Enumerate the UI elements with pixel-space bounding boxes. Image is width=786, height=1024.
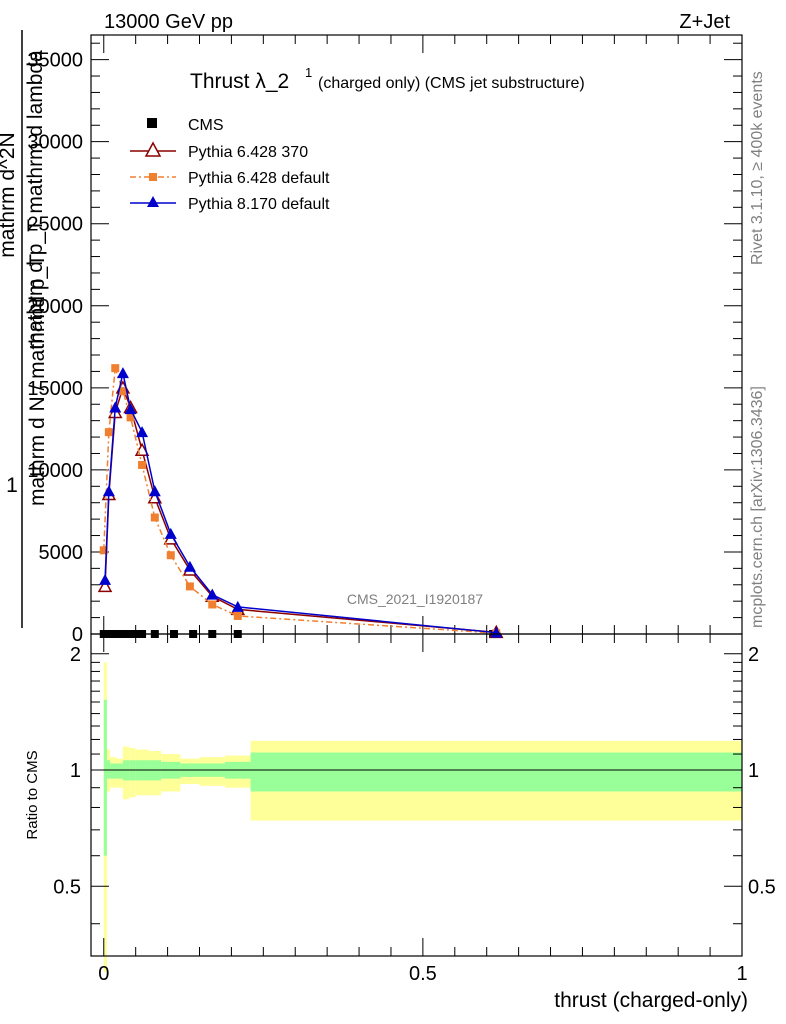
point-py8-default-4: [124, 403, 137, 415]
legend-marker-cms: [147, 118, 157, 128]
main-ytick-label-4: 20000: [27, 296, 83, 318]
point-py8-default-1: [102, 485, 115, 497]
ylabel-denominator: mathrm d N / mathrmd p_T: [26, 254, 49, 506]
point-py6-370-0: [97, 578, 113, 593]
header-right: Z+Jet: [679, 11, 730, 33]
legend-label-py6-default: Pythia 6.428 default: [188, 170, 330, 187]
x-axis-label: thrust (charged-only): [554, 989, 748, 1012]
plot-title-main: Thrust λ_2: [190, 70, 289, 93]
rivet-label: Rivet 3.1.10, ≥ 400k events: [749, 71, 766, 265]
point-py6-default-9: [208, 600, 217, 609]
legend-marker-py8-default: [147, 196, 159, 207]
main-ytick-label-5: 25000: [27, 214, 83, 236]
point-py8-default-7: [164, 527, 177, 539]
point-py8-default-6: [148, 485, 161, 497]
ratio-band-green-3: [116, 763, 123, 779]
series-line-py6-default: [103, 367, 497, 634]
point-py6-default-0: [99, 546, 108, 555]
main-ytick-label-3: 15000: [27, 378, 83, 400]
main-ytick-label-2: 10000: [27, 460, 83, 482]
ratio-xtick-label-1: 0.5: [409, 963, 437, 985]
legend-label-py8-default: Pythia 8.170 default: [188, 196, 330, 213]
y-axis-label: 1 mathrm d N / mathrmd p_T mathrm d^2N m…: [0, 30, 49, 628]
point-py8-default-9: [206, 588, 219, 600]
point-py6-default-7: [166, 551, 175, 560]
legend: CMS Pythia 6.428 370 Pythia 6.428 defaul…: [130, 117, 330, 213]
ratio-xtick-label-0: 0: [98, 963, 109, 985]
legend-marker-py6-370: [144, 141, 162, 157]
watermark: CMS_2021_I1920187: [347, 591, 483, 607]
point-py6-default-3: [118, 387, 127, 396]
ratio-ytick-label-right-0: 0.5: [748, 876, 776, 898]
ratio-ytick-label-left-0: 0.5: [53, 876, 81, 898]
point-py8-default-10: [231, 600, 244, 612]
legend-label-py6-370: Pythia 6.428 370: [188, 144, 308, 161]
ratio-band-green-1: [106, 760, 111, 779]
mcplots-label: mcplots.cern.ch [arXiv:1306.3436]: [749, 386, 766, 628]
ratio-ytick-label-left-2: 2: [70, 644, 81, 666]
point-py6-default-10: [233, 611, 242, 620]
point-py8-default-11: [490, 626, 503, 638]
plot-title-sub: (charged only) (CMS jet substructure): [318, 75, 585, 92]
point-py6-default-8: [185, 582, 194, 591]
point-py8-default-2: [109, 401, 122, 413]
ylabel-numerator-one: 1: [6, 474, 18, 497]
header-left: 13000 GeV pp: [104, 11, 233, 33]
ratio-ytick-label-right-1: 1: [748, 760, 759, 782]
ratio-plot-frame: [90, 633, 743, 957]
point-py8-default-3: [116, 367, 129, 379]
main-ytick-label-7: 35000: [27, 50, 83, 72]
main-ytick-label-1: 5000: [39, 542, 84, 564]
point-py6-default-6: [150, 513, 159, 522]
legend-label-cms: CMS: [188, 117, 224, 134]
ratio-plot: Ratio to CMS thrust (charged-only) 0 0.5 1…: [24, 633, 776, 1012]
main-ytick-label-0: 0: [72, 624, 83, 646]
ratio-ytick-label-right-2: 2: [748, 644, 759, 666]
point-py8-default-5: [136, 426, 149, 438]
point-py6-default-1: [104, 428, 113, 437]
point-py8-default-8: [183, 560, 196, 572]
ratio-band-green-12: [250, 752, 742, 792]
point-py6-default-2: [111, 364, 120, 373]
plot-title-sup: 1: [305, 65, 312, 80]
ratio-band-green-2: [110, 763, 117, 779]
point-py6-default-4: [126, 413, 135, 422]
legend-marker-py6-default: [149, 173, 157, 181]
ratio-ylabel: Ratio to CMS: [24, 750, 41, 839]
ylabel-dpt-dlambda: mathrm d p_T mathrm d lambda: [24, 50, 47, 350]
ratio-xtick-label-2: 1: [736, 963, 747, 985]
ratio-band-green-0: [103, 699, 107, 856]
ylabel-d2n: mathrm d^2N: [0, 132, 19, 257]
ratio-ytick-label-left-1: 1: [70, 760, 81, 782]
main-plot: Thrust λ_2 1 (charged only) (CMS jet sub…: [0, 30, 743, 646]
point-py6-default-5: [138, 460, 147, 469]
point-py8-default-0: [99, 573, 112, 585]
main-ytick-label-6: 30000: [27, 132, 83, 154]
